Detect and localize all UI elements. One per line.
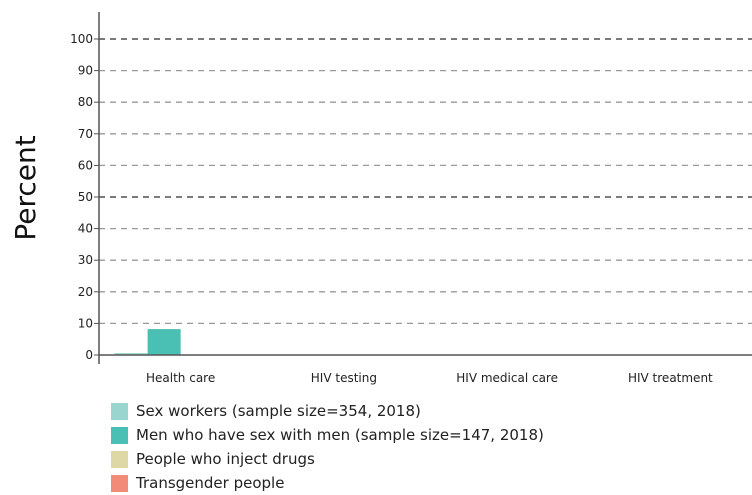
legend-item: Men who have sex with men (sample size=1… [111,423,544,447]
x-tick-label: Health care [146,371,215,385]
gridlines [99,38,752,325]
legend-label: People who inject drugs [136,450,315,468]
y-tick-label: 0 [85,348,93,362]
legend-label: Sex workers (sample size=354, 2018) [136,402,421,420]
y-axis-label: Percent [9,135,42,240]
y-tick-label: 30 [78,253,93,267]
y-tick-label: 50 [78,190,93,204]
x-tick-label: HIV treatment [628,371,713,385]
legend: Sex workers (sample size=354, 2018) Men w… [111,399,544,495]
legend-label: Transgender people [136,474,285,492]
y-tick-label: 100 [70,32,93,46]
legend-swatch [111,474,128,492]
legend-item: Sex workers (sample size=354, 2018) [111,399,544,423]
bars [114,329,181,355]
x-tick-label: HIV medical care [456,371,558,385]
bar [147,329,181,355]
legend-swatch [111,450,128,468]
legend-item: People who inject drugs [111,447,544,471]
x-tick-label: HIV testing [311,371,377,385]
chart: 0 10 20 30 40 50 60 70 80 90 100 Health care HIV te… [9,12,752,385]
x-tick-labels: Health care HIV testing HIV medical care HI… [146,371,713,385]
y-tick-label: 70 [78,127,93,141]
legend-item: Transgender people [111,471,544,495]
y-tick-label: 40 [78,222,93,236]
y-tick-label: 10 [78,316,93,330]
y-tick-label: 20 [78,285,93,299]
y-tick-labels: 0 10 20 30 40 50 60 70 80 90 100 [70,32,99,362]
y-tick-label: 90 [78,64,93,78]
y-tick-label: 60 [78,158,93,172]
bar [114,353,148,355]
y-tick-label: 80 [78,95,93,109]
legend-swatch [111,402,128,420]
legend-swatch [111,426,128,444]
legend-label: Men who have sex with men (sample size=1… [136,426,544,444]
